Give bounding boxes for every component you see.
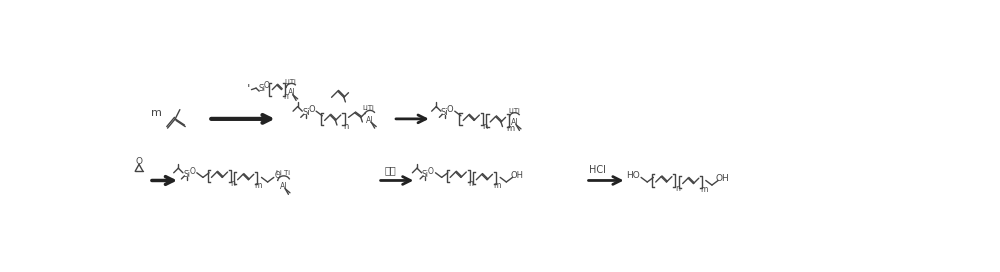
Text: 乙醇: 乙醇	[385, 165, 397, 175]
Text: ': '	[247, 83, 250, 96]
Text: HCl: HCl	[589, 165, 606, 175]
Text: O: O	[136, 157, 143, 166]
Text: Si: Si	[302, 108, 310, 117]
Text: LiTi: LiTi	[363, 105, 374, 111]
Text: Al: Al	[366, 116, 374, 125]
Text: n: n	[675, 184, 680, 193]
Text: Al: Al	[511, 118, 519, 127]
Text: n: n	[468, 179, 473, 188]
Text: LiTi: LiTi	[508, 108, 520, 114]
Text: m: m	[700, 185, 707, 194]
Text: LiTi: LiTi	[284, 79, 296, 85]
Text: Si: Si	[259, 84, 266, 92]
Text: m: m	[151, 108, 162, 118]
Text: HO: HO	[627, 171, 640, 180]
Text: Si: Si	[441, 108, 449, 117]
Text: O: O	[275, 171, 281, 180]
Text: Si: Si	[422, 170, 429, 179]
Text: O: O	[308, 105, 315, 114]
Text: O: O	[447, 105, 453, 114]
Text: Si: Si	[183, 170, 190, 179]
Text: Al: Al	[280, 182, 288, 191]
Text: m: m	[506, 123, 514, 133]
Text: OH: OH	[716, 174, 730, 183]
Text: O: O	[264, 81, 270, 90]
Text: m: m	[255, 181, 262, 190]
Text: n: n	[482, 122, 487, 131]
Text: Li Ti: Li Ti	[276, 170, 290, 176]
Text: n: n	[343, 122, 349, 131]
Text: m: m	[493, 181, 501, 190]
Text: O: O	[428, 167, 434, 176]
Text: n: n	[284, 92, 289, 101]
Text: OH: OH	[511, 171, 524, 180]
Text: Al: Al	[288, 88, 295, 97]
Text: O: O	[189, 167, 195, 176]
Text: n: n	[230, 179, 235, 188]
